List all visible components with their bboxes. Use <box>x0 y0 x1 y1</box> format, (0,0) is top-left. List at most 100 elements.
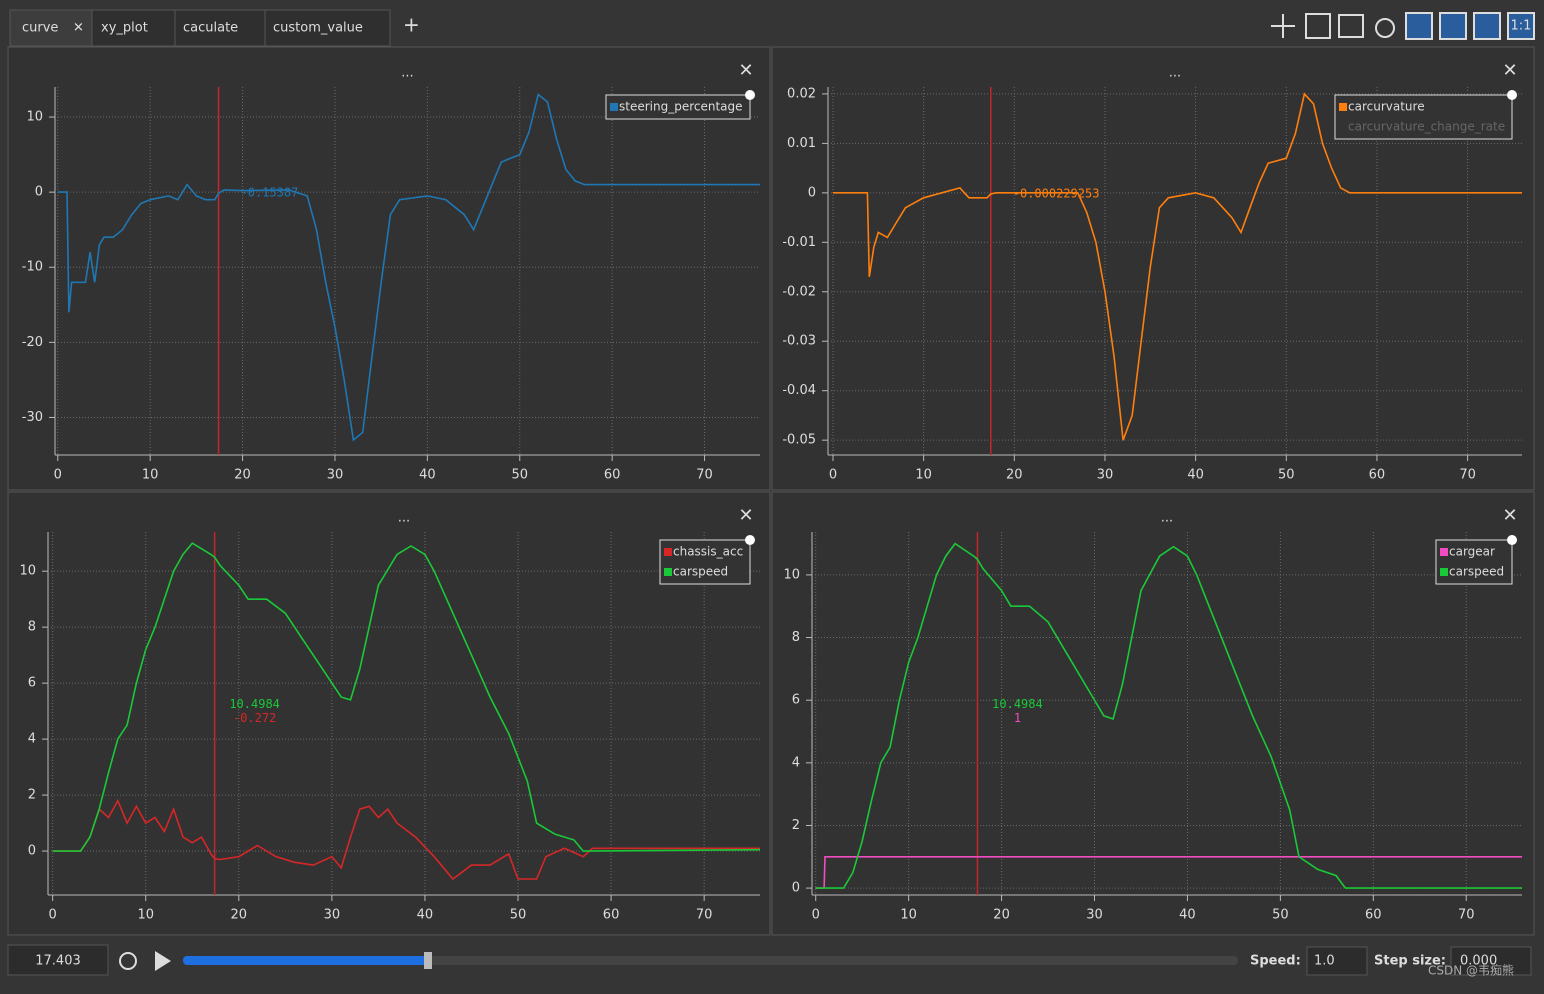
x-tick-label: 0 <box>54 468 62 483</box>
y-tick-label: -20 <box>22 335 43 350</box>
x-tick-label: 40 <box>1187 468 1204 483</box>
legend-icon[interactable] <box>1338 14 1364 38</box>
x-tick-label: 60 <box>603 908 620 923</box>
tracker-label: 10.4984 <box>992 697 1043 711</box>
speed-box[interactable] <box>1306 946 1368 976</box>
y-tick-label: -0.01 <box>782 235 816 250</box>
x-tick-label: 40 <box>417 908 434 923</box>
legend <box>605 94 751 120</box>
legend-label[interactable]: chassis_acc <box>673 545 743 559</box>
tab-label: caculate <box>183 21 238 36</box>
panel-close[interactable]: ✕ <box>738 505 753 526</box>
x-tick-label: 30 <box>324 908 341 923</box>
y-tick-label: 10 <box>26 110 43 125</box>
legend-label[interactable]: carspeed <box>673 565 728 579</box>
tab[interactable] <box>9 9 93 47</box>
legend <box>659 539 751 585</box>
x-tick-label: 10 <box>142 468 159 483</box>
panel <box>771 491 1535 936</box>
axis-icon[interactable] <box>1305 13 1331 39</box>
y-tick-label: -10 <box>22 260 43 275</box>
grid-icon[interactable] <box>1405 12 1433 40</box>
slider-fill <box>183 956 428 965</box>
slider-handle[interactable] <box>424 952 432 969</box>
y-tick-label: 0.02 <box>787 86 816 101</box>
legend-label[interactable]: steering_percentage <box>619 100 743 114</box>
x-tick-label: 10 <box>915 468 932 483</box>
panel-close[interactable]: ✕ <box>1502 60 1517 81</box>
y-tick-label: 10 <box>783 567 800 582</box>
x-tick-label: 20 <box>993 908 1010 923</box>
panel-title: ... <box>398 511 410 526</box>
legend-swatch <box>664 568 672 576</box>
x-tick-label: 70 <box>696 468 713 483</box>
x-tick-label: 70 <box>1459 468 1476 483</box>
tab[interactable] <box>174 9 266 47</box>
legend-handle[interactable] <box>1507 535 1517 545</box>
legend-handle[interactable] <box>745 90 755 100</box>
y-tick-label: 0 <box>28 844 36 859</box>
tracker-label: -0.15387 <box>241 186 299 200</box>
watermark: CSDN @韦痴熊 <box>1428 963 1514 978</box>
x-tick-label: 30 <box>327 468 344 483</box>
x-tick-label: 0 <box>829 468 837 483</box>
time-box[interactable] <box>7 944 109 976</box>
y-tick-label: 8 <box>792 630 800 645</box>
add-tab[interactable]: + <box>403 13 420 37</box>
x-tick-label: 70 <box>1458 908 1475 923</box>
panel-close[interactable]: ✕ <box>738 60 753 81</box>
legend-label[interactable]: carcurvature <box>1348 100 1425 114</box>
tab[interactable] <box>91 9 176 47</box>
series-line <box>833 92 1522 441</box>
legend <box>1334 94 1513 140</box>
y-tick-label: 2 <box>28 788 36 803</box>
x-tick-label: 50 <box>1272 908 1289 923</box>
link-icon[interactable] <box>1439 12 1467 40</box>
legend-label[interactable]: carcurvature_change_rate <box>1348 120 1505 134</box>
speed-value: 1.0 <box>1314 954 1335 969</box>
legend-handle[interactable] <box>745 535 755 545</box>
tracker-label: -0.000229253 <box>1013 186 1100 200</box>
step-label: Step size: <box>1374 954 1446 969</box>
x-tick-label: 20 <box>1006 468 1023 483</box>
y-tick-label: 0 <box>792 881 800 896</box>
y-tick-label: 4 <box>792 755 800 770</box>
slider-track <box>183 956 1238 965</box>
panel-close[interactable]: ✕ <box>1502 505 1517 526</box>
tab-label: custom_value <box>273 21 363 36</box>
legend-handle[interactable] <box>1507 90 1517 100</box>
legend <box>1435 539 1513 585</box>
series-line <box>52 798 760 881</box>
y-tick-label: 10 <box>19 564 36 579</box>
series-line <box>815 542 1522 889</box>
tracker-label: 10.4984 <box>229 697 280 711</box>
t0-icon[interactable] <box>1473 12 1501 40</box>
x-tick-label: 20 <box>231 908 248 923</box>
loop-button[interactable] <box>119 952 137 970</box>
y-tick-label: 0 <box>808 185 816 200</box>
x-tick-label: 60 <box>1365 908 1382 923</box>
tab[interactable] <box>264 9 391 47</box>
x-tick-label: 60 <box>604 468 621 483</box>
y-tick-label: 8 <box>28 620 36 635</box>
y-tick-label: -30 <box>22 410 43 425</box>
move-icon[interactable] <box>1271 14 1295 38</box>
legend-label[interactable]: carspeed <box>1449 565 1504 579</box>
ratio-label: 1:1 <box>1511 19 1532 34</box>
step-box[interactable] <box>1450 946 1532 976</box>
x-tick-label: 0 <box>812 908 820 923</box>
play-button[interactable] <box>155 951 171 971</box>
y-tick-label: 2 <box>792 818 800 833</box>
legend-swatch <box>1440 568 1448 576</box>
time-icon[interactable] <box>1375 18 1395 38</box>
speed-label: Speed: <box>1250 954 1301 969</box>
x-tick-label: 50 <box>510 908 527 923</box>
ratio-icon[interactable] <box>1507 12 1535 40</box>
x-tick-label: 0 <box>49 908 57 923</box>
x-tick-label: 30 <box>1086 908 1103 923</box>
legend-label[interactable]: cargear <box>1449 545 1495 559</box>
series-line <box>57 93 760 442</box>
x-tick-label: 70 <box>696 908 713 923</box>
tab-close[interactable]: ✕ <box>73 21 84 36</box>
legend-swatch <box>1440 548 1448 556</box>
